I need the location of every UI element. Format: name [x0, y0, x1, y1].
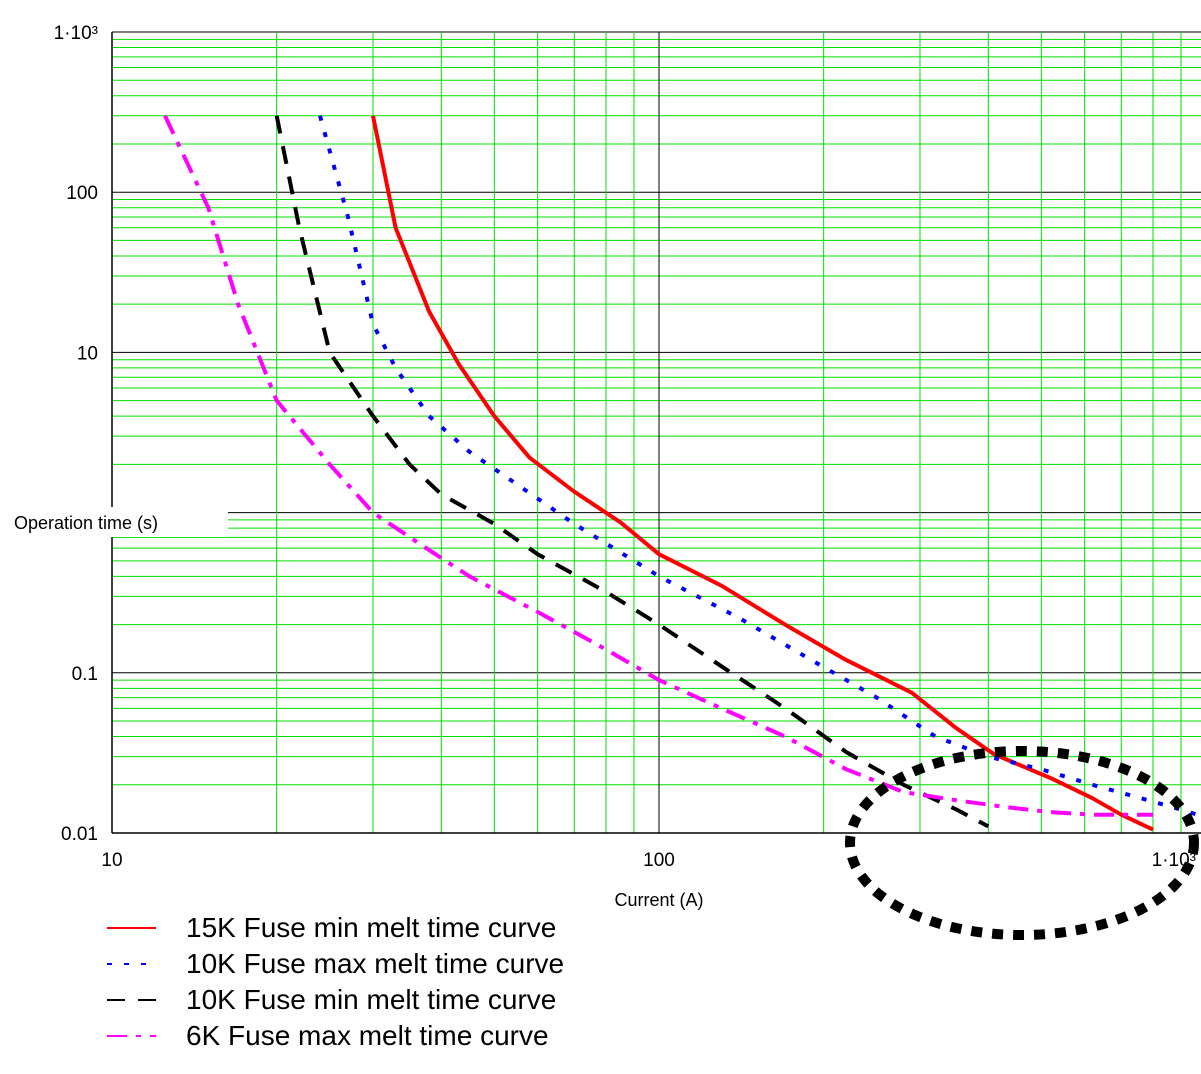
y-tick-label: 0.1 [72, 664, 98, 685]
curves [163, 114, 1201, 832]
x-tick-label: 100 [643, 850, 675, 871]
series-line-2 [318, 115, 1201, 819]
y-axis-label-background [6, 507, 228, 537]
y-tick-label: 100 [66, 183, 98, 204]
legend: 15K Fuse min melt time curve 10K Fuse max… [107, 912, 564, 1051]
y-tick-label: 0.01 [61, 824, 98, 845]
legend-label-1: 15K Fuse min melt time curve [186, 912, 556, 943]
series-line-3 [274, 115, 990, 829]
grid [111, 31, 1201, 834]
x-axis-label: Current (A) [614, 890, 703, 910]
legend-label-3: 10K Fuse min melt time curve [186, 984, 556, 1015]
series-line-4 [163, 114, 1153, 817]
highlight-ellipse [845, 746, 1199, 940]
y-tick-label: 1·10³ [54, 23, 98, 44]
legend-label-4: 6K Fuse max melt time curve [186, 1020, 549, 1051]
series-line-1 [371, 115, 1154, 832]
legend-label-2: 10K Fuse max melt time curve [186, 948, 564, 979]
y-axis-label: Operation time (s) [14, 513, 158, 533]
x-tick-label: 10 [101, 850, 122, 871]
y-tick-label: 10 [77, 343, 98, 364]
